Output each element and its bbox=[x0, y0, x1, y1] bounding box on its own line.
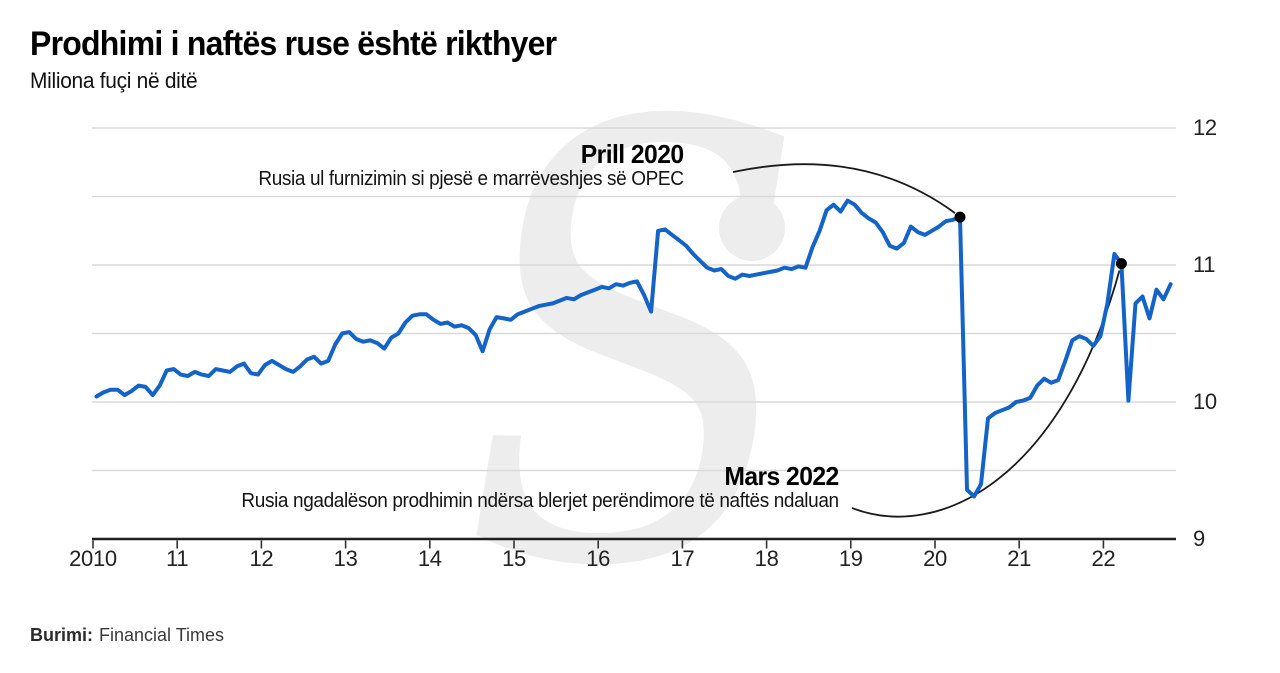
x-axis-label: 17 bbox=[670, 546, 695, 571]
production-line bbox=[94, 198, 1173, 499]
annotation-dot-mar-2022 bbox=[1115, 258, 1127, 270]
x-axis-label: 2010 bbox=[69, 546, 117, 571]
x-axis-label: 19 bbox=[838, 546, 863, 571]
annotation-prill-2020-label: Prill 2020 bbox=[581, 139, 684, 169]
x-axis-label: 15 bbox=[502, 546, 526, 571]
x-axis-label: 20 bbox=[923, 546, 947, 571]
y-axis-label: 11 bbox=[1193, 252, 1216, 277]
x-axis-label: 21 bbox=[1007, 546, 1032, 571]
annotation-prill-2020-text: Rusia ul furnizimin si pjesë e marrëvesh… bbox=[258, 168, 685, 190]
annotation-curve-prill-2020 bbox=[732, 163, 956, 214]
annotation-mars-2022-label: Mars 2022 bbox=[724, 461, 840, 491]
page-title: Prodhimi i naftës ruse është rikthyer bbox=[30, 25, 557, 63]
x-axis-label: 14 bbox=[417, 546, 442, 571]
watermark-s-glyph: S bbox=[462, 0, 807, 668]
y-axis-label: 10 bbox=[1193, 389, 1217, 414]
annotation-prill-2020: Prill 2020 Rusia ul furnizimin si pjesë … bbox=[258, 139, 685, 191]
annotation-dot-apr-2020 bbox=[954, 211, 966, 223]
source-value: Financial Times bbox=[99, 625, 225, 645]
annotation-mars-2022: Mars 2022 Rusia ngadalëson prodhimin ndë… bbox=[241, 461, 840, 513]
x-axis-label: 22 bbox=[1091, 546, 1116, 571]
watermark-dot bbox=[719, 195, 785, 261]
x-axis-label: 11 bbox=[166, 546, 189, 571]
annotation-mars-2022-text: Rusia ngadalëson prodhimin ndërsa blerje… bbox=[241, 490, 840, 512]
x-axis-label: 13 bbox=[333, 546, 358, 571]
annotation-curve-mars-2022 bbox=[851, 270, 1121, 518]
y-axis-label: 9 bbox=[1193, 526, 1205, 551]
source-line: Burimi: Financial Times bbox=[30, 624, 224, 646]
x-axis-label: 18 bbox=[754, 546, 779, 571]
watermark: S bbox=[462, 0, 807, 673]
source-label: Burimi: bbox=[30, 625, 93, 645]
page-subtitle: Miliona fuçi në ditë bbox=[30, 68, 198, 93]
y-axis-label: 12 bbox=[1193, 115, 1217, 140]
x-axis-label: 16 bbox=[586, 546, 611, 571]
x-axis-label: 12 bbox=[249, 546, 274, 571]
